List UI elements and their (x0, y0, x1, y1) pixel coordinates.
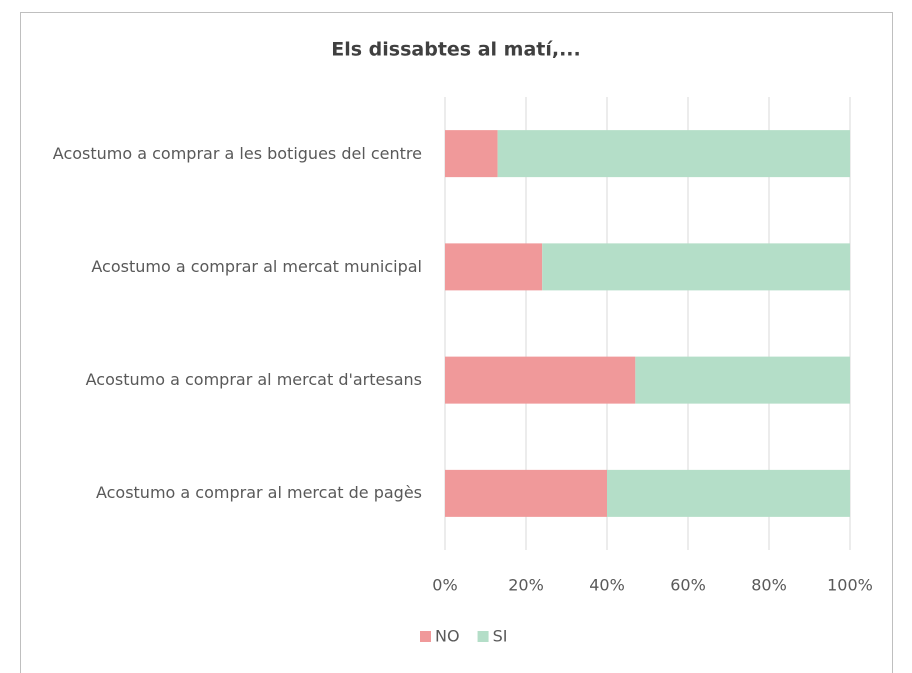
chart-title: Els dissabtes al matí,... (331, 39, 581, 61)
bar (445, 469, 607, 517)
chart-border (20, 12, 893, 673)
bar (607, 469, 850, 517)
legend-swatch (420, 631, 431, 642)
bar (497, 130, 850, 178)
legend-label: SI (493, 627, 508, 646)
y-tick-label: Acostumo a comprar al mercat de pagès (95, 483, 422, 503)
y-tick-label: Acostumo a comprar al mercat d'artesans (85, 370, 422, 390)
y-tick-label: Acostumo a comprar al mercat municipal (91, 256, 422, 276)
x-tick-label: 100% (827, 576, 873, 595)
x-tick-label: 0% (432, 576, 457, 595)
x-tick-label: 20% (508, 576, 544, 595)
y-tick-label-box: Acostumo a comprar al mercat de pagès (30, 458, 422, 528)
legend-swatch (477, 631, 489, 642)
legend-label: NO (435, 627, 460, 646)
y-tick-label-box: Acostumo a comprar al mercat d'artesans (30, 345, 422, 415)
bar (445, 130, 498, 178)
x-tick-label: 80% (751, 576, 787, 595)
x-tick-label: 60% (670, 576, 706, 595)
bar (445, 356, 636, 404)
bar (635, 356, 850, 404)
bar (542, 243, 850, 291)
x-tick-label: 40% (589, 576, 625, 595)
y-tick-label-box: Acostumo a comprar al mercat municipal (30, 232, 422, 302)
bar (445, 243, 543, 291)
y-tick-label: Acostumo a comprar a les botigues del ce… (52, 143, 422, 163)
y-tick-label-box: Acostumo a comprar a les botigues del ce… (30, 119, 422, 189)
